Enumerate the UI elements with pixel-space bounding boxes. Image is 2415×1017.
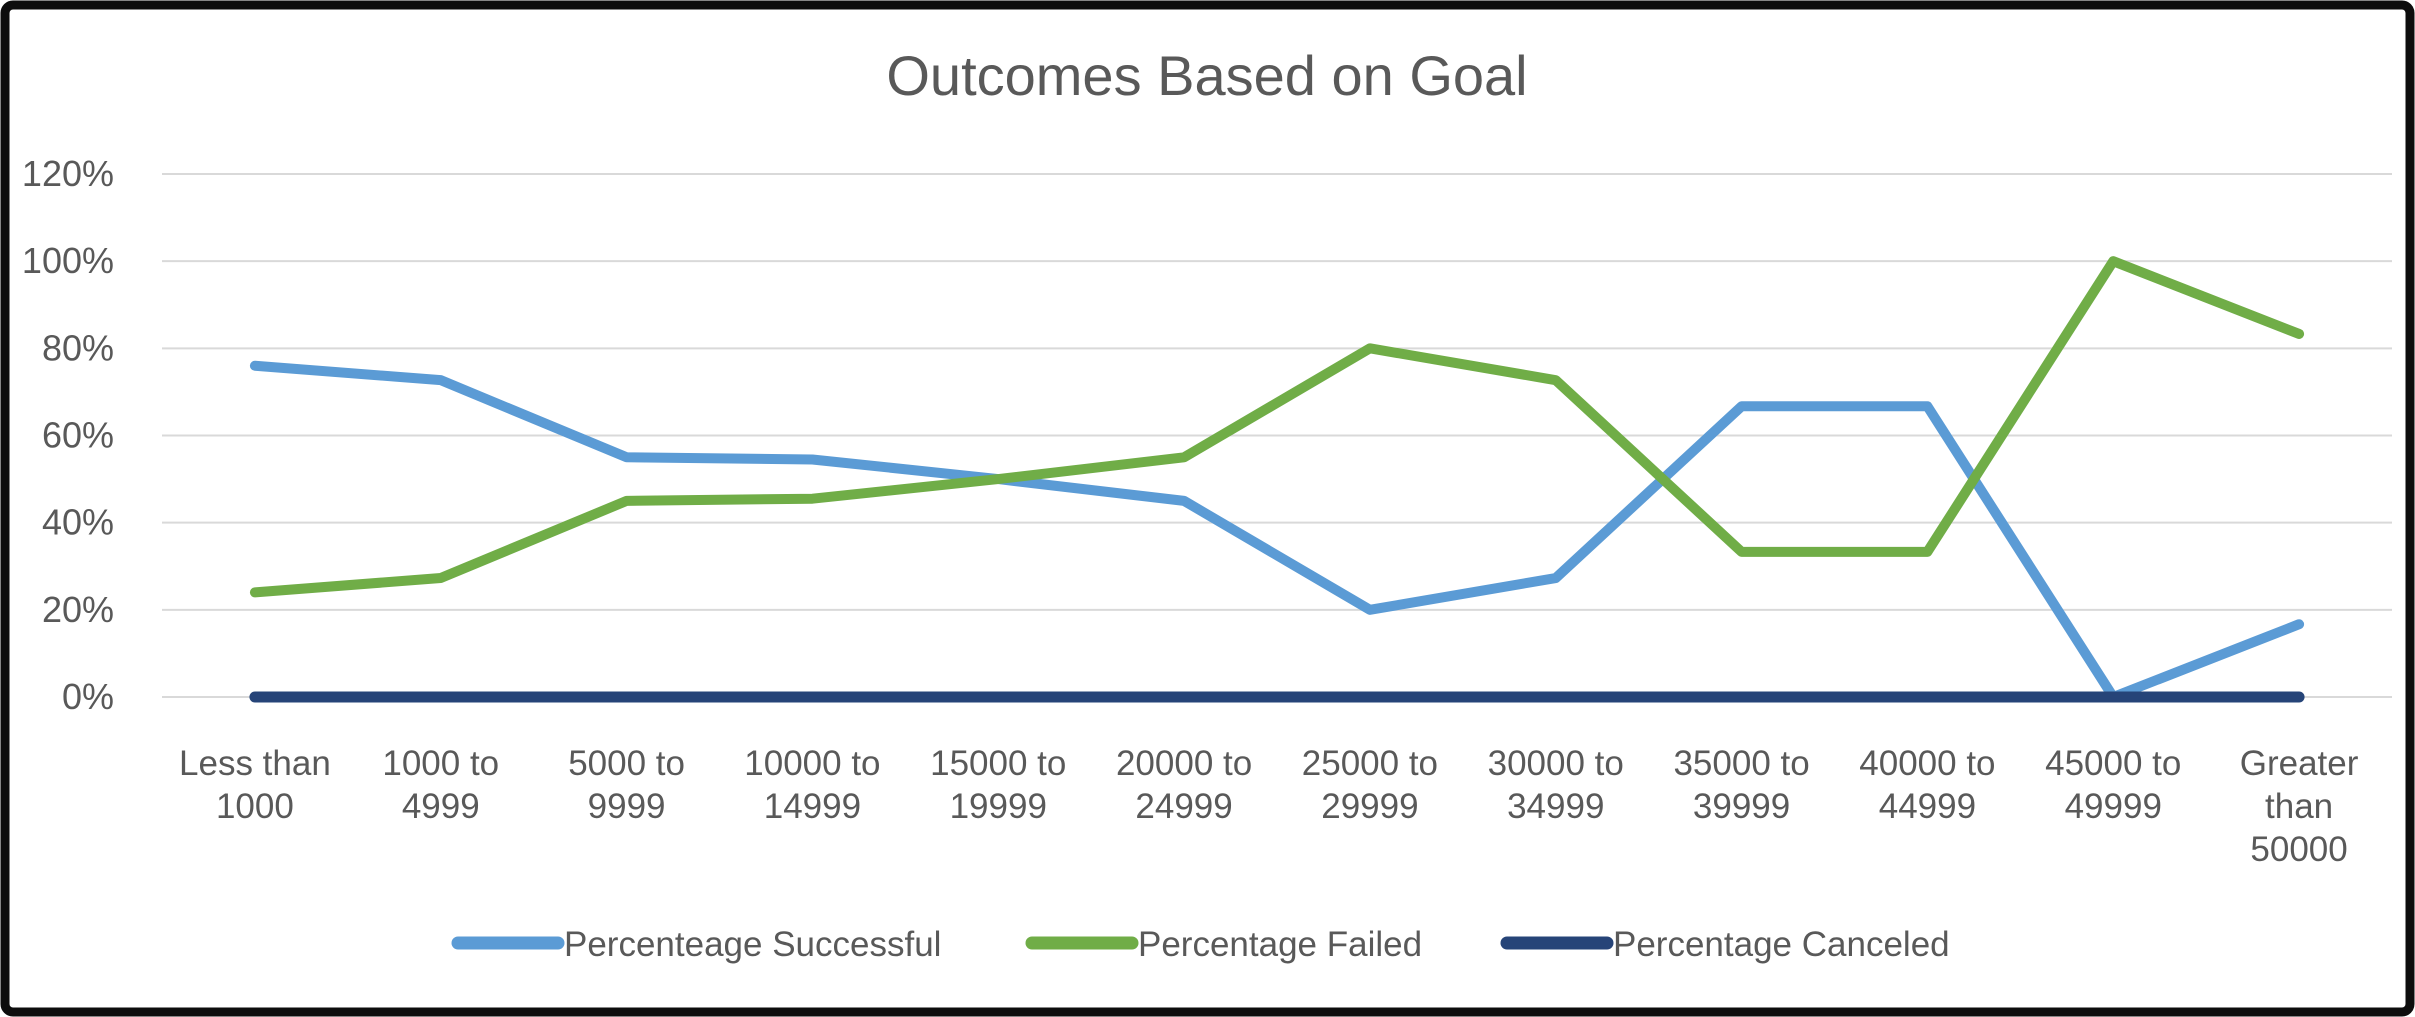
chart-title: Outcomes Based on Goal <box>886 44 1527 107</box>
legend-label: Percentage Canceled <box>1613 925 1950 964</box>
legend-item-percenteage-successful: Percenteage Successful <box>451 925 941 964</box>
y-axis-tick-label: 120% <box>22 153 114 194</box>
x-axis-category-label: 15000 to 19999 <box>930 744 1066 826</box>
x-axis-category-label: 25000 to 29999 <box>1302 744 1438 826</box>
x-axis-category-label: 30000 to 34999 <box>1488 744 1624 826</box>
legend-label: Percentage Failed <box>1138 925 1422 964</box>
y-axis-tick-label: 80% <box>42 327 114 368</box>
legend-label: Percenteage Successful <box>564 925 941 964</box>
y-axis-tick-label: 100% <box>22 240 114 281</box>
x-axis-category-label: 10000 to 14999 <box>744 744 880 826</box>
x-axis-category-label: 45000 to 49999 <box>2045 744 2181 826</box>
y-axis-tick-label: 60% <box>42 415 114 456</box>
y-axis-tick-label: 0% <box>62 676 114 717</box>
x-axis-labels: Less than 1000 1000 to 4999 5000 to 9999 10000… <box>179 744 2359 869</box>
y-axis-labels: 0% 20% 40% 60% 80% 100% 120% <box>22 153 114 717</box>
legend: Percenteage Successful Percentage Failed P… <box>451 925 1950 964</box>
series-lines <box>249 256 2305 703</box>
x-axis-category-label: Greater than 50000 <box>2240 744 2359 869</box>
x-axis-category-label: 1000 to 4999 <box>382 744 499 826</box>
x-axis-category-label: 20000 to 24999 <box>1116 744 1252 826</box>
series-line-percenteage-successful <box>249 360 2305 702</box>
y-axis-tick-label: 20% <box>42 589 114 630</box>
legend-item-percentage-failed: Percentage Failed <box>1025 925 1422 964</box>
x-axis-category-label: 40000 to 44999 <box>1859 744 1995 826</box>
legend-item-percentage-canceled: Percentage Canceled <box>1500 925 1950 964</box>
y-axis-tick-label: 40% <box>42 502 114 543</box>
series-line-percentage-failed <box>249 256 2305 598</box>
x-axis-category-label: 35000 to 39999 <box>1673 744 1809 826</box>
x-axis-category-label: Less than 1000 <box>179 744 331 826</box>
x-axis-category-label: 5000 to 9999 <box>568 744 685 826</box>
